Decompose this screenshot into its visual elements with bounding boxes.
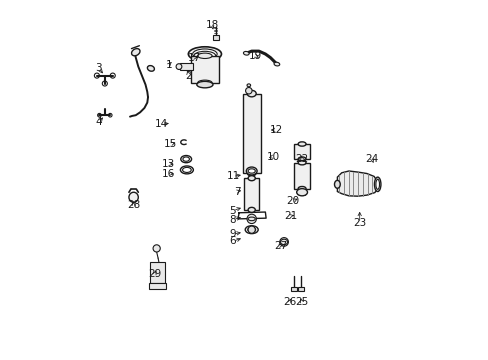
Bar: [242, 94, 260, 173]
Bar: [294, 163, 309, 189]
Text: 12: 12: [270, 125, 283, 135]
Text: 21: 21: [284, 211, 297, 221]
Text: 7: 7: [234, 186, 240, 197]
Ellipse shape: [192, 49, 217, 59]
Ellipse shape: [197, 53, 212, 58]
Text: 3: 3: [95, 63, 102, 73]
Bar: [294, 144, 309, 159]
Ellipse shape: [273, 62, 279, 66]
Circle shape: [279, 238, 288, 246]
Text: 8: 8: [229, 215, 236, 225]
Text: 29: 29: [147, 269, 161, 279]
Text: 15: 15: [164, 139, 177, 149]
Ellipse shape: [181, 156, 191, 163]
Ellipse shape: [183, 157, 189, 161]
Ellipse shape: [246, 84, 250, 87]
Ellipse shape: [374, 177, 380, 192]
Circle shape: [247, 226, 255, 233]
Bar: [291, 287, 296, 291]
Ellipse shape: [375, 179, 379, 189]
Text: 11: 11: [226, 171, 239, 181]
Ellipse shape: [182, 167, 191, 172]
Ellipse shape: [247, 227, 255, 232]
Text: 6: 6: [229, 236, 236, 246]
Text: 16: 16: [162, 168, 175, 179]
Text: 10: 10: [266, 152, 279, 162]
Ellipse shape: [244, 226, 258, 234]
Ellipse shape: [180, 166, 193, 174]
Text: 14: 14: [155, 119, 168, 129]
Ellipse shape: [298, 161, 305, 165]
Text: 23: 23: [352, 218, 366, 228]
Circle shape: [153, 245, 160, 252]
Circle shape: [246, 214, 256, 224]
Ellipse shape: [129, 192, 138, 202]
Ellipse shape: [298, 157, 305, 161]
Ellipse shape: [247, 217, 255, 221]
Ellipse shape: [243, 51, 249, 55]
Bar: [150, 262, 164, 283]
Text: 5: 5: [229, 206, 236, 216]
Ellipse shape: [280, 239, 287, 245]
Text: 18: 18: [205, 20, 218, 30]
Text: 27: 27: [273, 240, 286, 251]
Bar: [190, 56, 219, 83]
Ellipse shape: [247, 207, 255, 212]
Ellipse shape: [247, 170, 256, 176]
Text: 1: 1: [165, 60, 172, 70]
Text: 20: 20: [286, 196, 299, 206]
Text: 25: 25: [295, 297, 308, 307]
Bar: [212, 35, 218, 40]
Ellipse shape: [298, 142, 305, 146]
Ellipse shape: [196, 81, 213, 88]
Ellipse shape: [298, 186, 305, 191]
Bar: [244, 178, 258, 210]
Text: 4: 4: [95, 117, 102, 127]
Bar: [149, 283, 165, 289]
Text: 2: 2: [185, 71, 192, 81]
Ellipse shape: [247, 169, 255, 173]
Ellipse shape: [188, 47, 221, 61]
Ellipse shape: [247, 90, 256, 97]
Ellipse shape: [194, 51, 215, 60]
Ellipse shape: [296, 189, 307, 196]
Text: 28: 28: [127, 200, 140, 210]
Circle shape: [245, 87, 251, 94]
Text: 13: 13: [162, 159, 175, 169]
Circle shape: [176, 64, 182, 69]
Text: 17: 17: [187, 53, 200, 63]
Text: 24: 24: [365, 154, 378, 164]
Ellipse shape: [197, 80, 212, 85]
Text: 26: 26: [282, 297, 296, 307]
Ellipse shape: [147, 66, 154, 71]
Ellipse shape: [246, 167, 257, 175]
Ellipse shape: [334, 180, 340, 188]
Ellipse shape: [131, 49, 140, 56]
Bar: [297, 287, 303, 291]
Text: 22: 22: [295, 154, 308, 164]
Polygon shape: [337, 171, 377, 196]
Text: 19: 19: [248, 51, 262, 61]
Text: 9: 9: [229, 229, 236, 239]
Ellipse shape: [247, 176, 255, 181]
Bar: [180, 63, 193, 70]
